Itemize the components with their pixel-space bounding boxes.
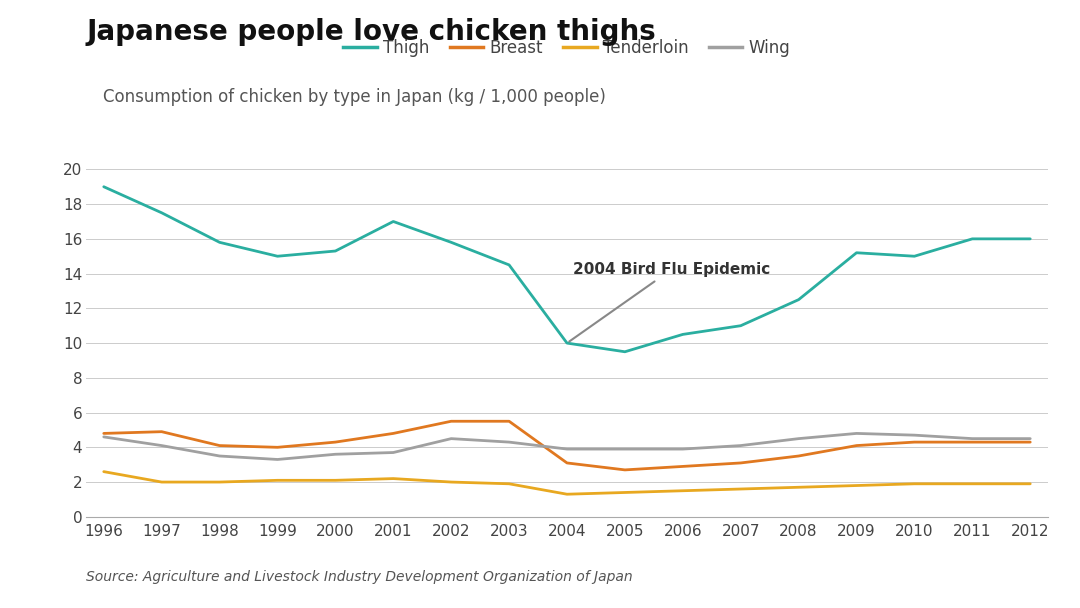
Text: Japanese people love chicken thighs: Japanese people love chicken thighs xyxy=(86,18,657,46)
Tenderloin xyxy=(792,483,805,491)
Breast xyxy=(619,466,632,474)
Tenderloin xyxy=(908,480,921,488)
Breast xyxy=(445,418,458,425)
Tenderloin xyxy=(734,485,747,492)
Breast xyxy=(908,438,921,446)
Breast xyxy=(1024,438,1037,446)
Breast xyxy=(792,452,805,460)
Tenderloin xyxy=(619,489,632,496)
Breast xyxy=(97,430,110,437)
Line: Thigh: Thigh xyxy=(104,187,1030,352)
Breast xyxy=(502,418,515,425)
Thigh xyxy=(734,322,747,330)
Tenderloin xyxy=(966,480,978,488)
Breast xyxy=(734,459,747,466)
Thigh xyxy=(908,252,921,260)
Wing xyxy=(908,432,921,439)
Thigh xyxy=(619,348,632,356)
Wing xyxy=(561,446,573,453)
Line: Tenderloin: Tenderloin xyxy=(104,472,1030,494)
Tenderloin xyxy=(850,482,863,489)
Text: 2004 Bird Flu Epidemic: 2004 Bird Flu Epidemic xyxy=(569,262,770,342)
Breast xyxy=(966,438,978,446)
Thigh xyxy=(156,209,168,216)
Wing xyxy=(502,438,515,446)
Wing xyxy=(966,435,978,442)
Thigh xyxy=(213,239,226,246)
Line: Wing: Wing xyxy=(104,434,1030,460)
Wing xyxy=(619,446,632,453)
Thigh xyxy=(271,252,284,260)
Breast xyxy=(156,428,168,435)
Breast xyxy=(387,430,400,437)
Wing xyxy=(734,442,747,449)
Tenderloin xyxy=(1024,480,1037,488)
Tenderloin xyxy=(676,487,689,494)
Thigh xyxy=(97,183,110,190)
Text: Consumption of chicken by type in Japan (kg / 1,000 people): Consumption of chicken by type in Japan … xyxy=(103,88,606,106)
Wing xyxy=(97,434,110,441)
Breast xyxy=(213,442,226,449)
Breast xyxy=(561,459,573,466)
Wing xyxy=(445,435,458,442)
Thigh xyxy=(561,339,573,347)
Breast xyxy=(676,463,689,470)
Breast xyxy=(850,442,863,449)
Wing xyxy=(850,430,863,437)
Thigh xyxy=(329,247,342,255)
Tenderloin xyxy=(213,478,226,486)
Wing xyxy=(1024,435,1037,442)
Wing xyxy=(676,446,689,453)
Tenderloin xyxy=(445,478,458,486)
Tenderloin xyxy=(97,468,110,475)
Wing xyxy=(792,435,805,442)
Tenderloin xyxy=(387,475,400,482)
Tenderloin xyxy=(329,477,342,484)
Thigh xyxy=(1024,235,1037,243)
Thigh xyxy=(792,296,805,303)
Wing xyxy=(329,451,342,458)
Legend: Thigh, Breast, Tenderloin, Wing: Thigh, Breast, Tenderloin, Wing xyxy=(337,33,797,64)
Line: Breast: Breast xyxy=(104,421,1030,470)
Breast xyxy=(329,438,342,446)
Thigh xyxy=(502,261,515,269)
Tenderloin xyxy=(156,478,168,486)
Wing xyxy=(387,449,400,456)
Wing xyxy=(156,442,168,449)
Thigh xyxy=(445,239,458,246)
Wing xyxy=(271,456,284,463)
Text: Source: Agriculture and Livestock Industry Development Organization of Japan: Source: Agriculture and Livestock Indust… xyxy=(86,570,633,584)
Thigh xyxy=(966,235,978,243)
Tenderloin xyxy=(502,480,515,488)
Thigh xyxy=(850,249,863,257)
Wing xyxy=(213,452,226,460)
Tenderloin xyxy=(271,477,284,484)
Thigh xyxy=(676,331,689,338)
Breast xyxy=(271,444,284,451)
Tenderloin xyxy=(561,491,573,498)
Thigh xyxy=(387,218,400,225)
